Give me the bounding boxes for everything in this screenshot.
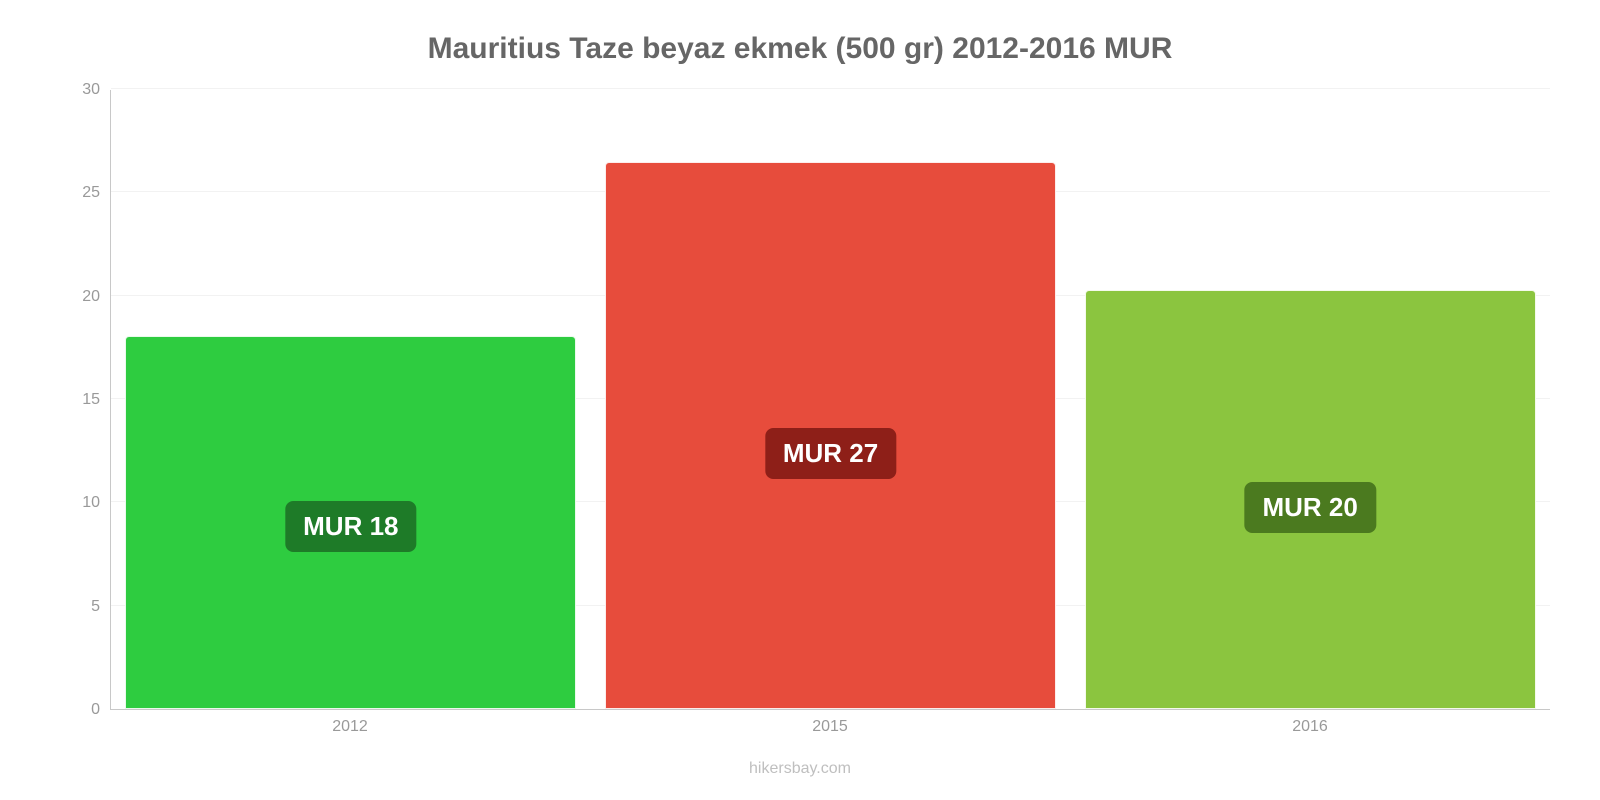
plot-area: MUR 18 MUR 27 MUR 20 [110, 90, 1550, 710]
bar: MUR 20 [1085, 290, 1536, 709]
value-badge: MUR 20 [1244, 482, 1375, 533]
gridline [111, 88, 1550, 89]
chart-title: Mauritius Taze beyaz ekmek (500 gr) 2012… [0, 32, 1600, 66]
x-axis-labels: 201220152016 [110, 718, 1550, 736]
value-badge: MUR 27 [765, 428, 896, 479]
bar-slot: MUR 18 [111, 90, 591, 709]
y-tick-label: 0 [60, 701, 100, 719]
y-tick-label: 20 [60, 288, 100, 306]
bar-chart: Mauritius Taze beyaz ekmek (500 gr) 2012… [0, 0, 1600, 800]
bar-slot: MUR 27 [591, 90, 1071, 709]
y-tick-label: 25 [60, 184, 100, 202]
bar: MUR 18 [125, 336, 576, 709]
x-tick-label: 2012 [110, 718, 590, 736]
y-tick-label: 5 [60, 598, 100, 616]
x-tick-label: 2016 [1070, 718, 1550, 736]
bar: MUR 27 [605, 162, 1056, 709]
credit-text: hikersbay.com [0, 760, 1600, 778]
bar-slot: MUR 20 [1070, 90, 1550, 709]
y-tick-label: 15 [60, 391, 100, 409]
value-badge: MUR 18 [285, 501, 416, 552]
bars-container: MUR 18 MUR 27 MUR 20 [111, 90, 1550, 709]
x-tick-label: 2015 [590, 718, 1070, 736]
y-tick-label: 30 [60, 81, 100, 99]
y-tick-label: 10 [60, 494, 100, 512]
y-axis-labels: 051015202530 [60, 90, 100, 710]
